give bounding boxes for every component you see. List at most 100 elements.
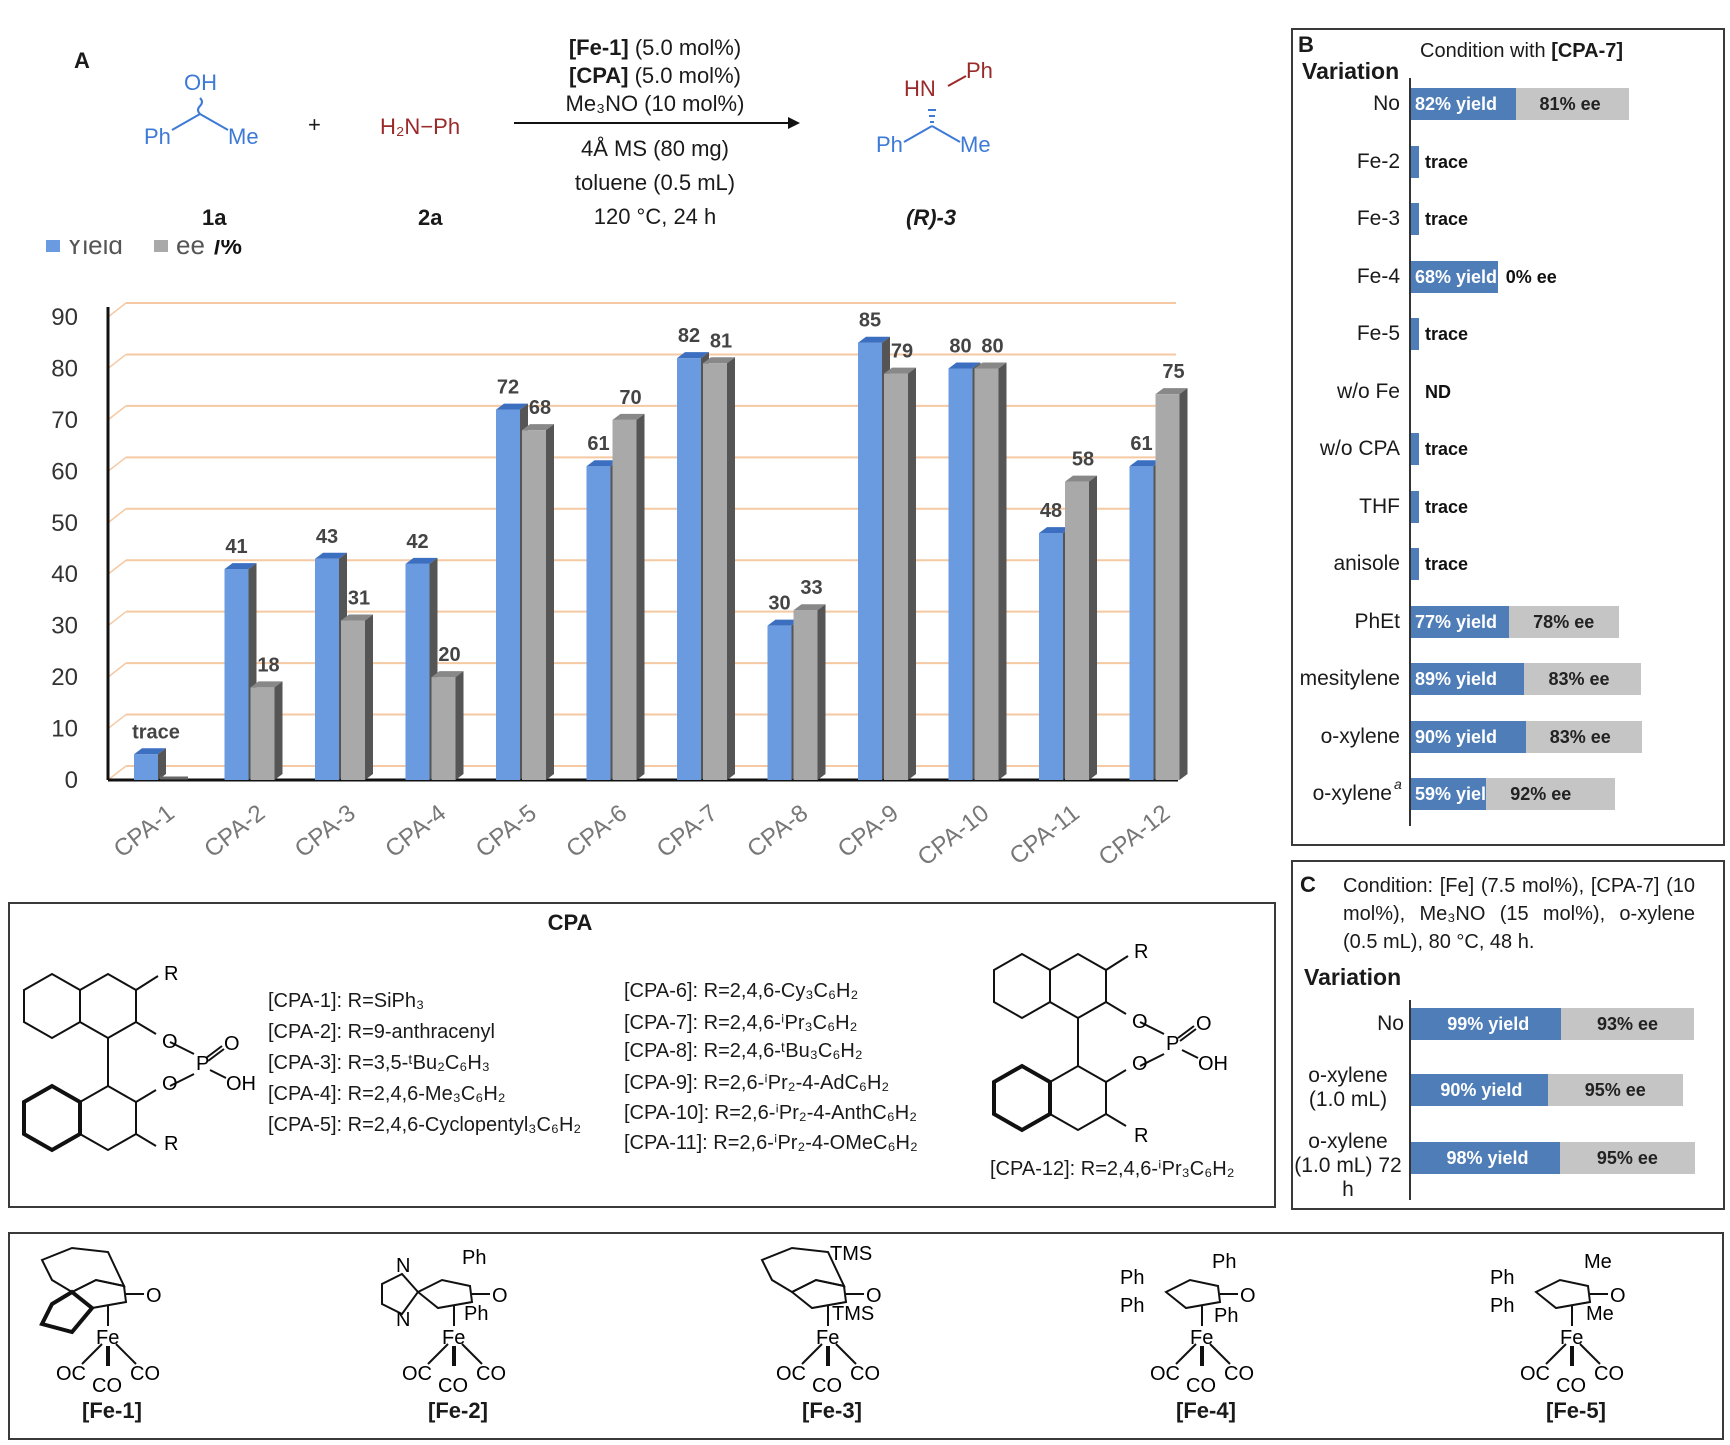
- fe-catalyst-5-structure: O Fe OC CO CO Ph Ph Me Me: [1490, 1251, 1626, 1397]
- fe-substituent: Ph: [1214, 1305, 1238, 1327]
- ee-bar-top: [431, 671, 464, 678]
- cond-temp: 120 °C, 24 h: [593, 204, 717, 229]
- panel-c-variation-header: Variation: [1304, 964, 1402, 990]
- ee-data-label: 80: [981, 335, 1003, 357]
- h8-r-bottom: R: [1134, 1125, 1148, 1147]
- cpa-panel: [8, 902, 1276, 1208]
- fe-co-center: CO: [1556, 1375, 1586, 1397]
- panel-c-yield-bar: 90% yield: [1411, 1074, 1548, 1106]
- product-hn: HN: [904, 76, 936, 101]
- panel-b-letter: B: [1298, 32, 1314, 57]
- panel-c-ee-bar: 95% ee: [1559, 1142, 1695, 1174]
- panel-b-row-label: o-xylene: [1320, 724, 1400, 748]
- grid-diag: [107, 765, 127, 781]
- yield-data-label: 30: [768, 593, 790, 615]
- y-tick-label: 70: [51, 407, 78, 434]
- fe-catalyst-label: [Fe-2]: [428, 1398, 488, 1423]
- fe-atom: Fe: [1560, 1327, 1583, 1349]
- binol-r-top: R: [164, 963, 178, 985]
- reactant-2a-label: 2a: [418, 205, 443, 230]
- ee-data-label: 79: [891, 341, 913, 363]
- yield-data-label: 42: [406, 531, 428, 553]
- cpa-bar-chart: 0 10 20 30 40 50 60 70 80 90 Yield ee /% trace CPA-1 41…: [46, 240, 1188, 871]
- binol-o-top: O: [162, 1031, 178, 1053]
- ee-bar: [884, 373, 908, 780]
- ee-data-label: 75: [1162, 361, 1184, 383]
- yield-bar: [948, 368, 973, 780]
- fe-substituent: TMS: [830, 1243, 872, 1265]
- panel-b-ee-bar: 83% ee: [1524, 663, 1641, 695]
- y-tick-label: 50: [51, 510, 78, 537]
- fe-carbonyl-o: O: [492, 1285, 508, 1307]
- fe-co-right: CO: [850, 1363, 880, 1385]
- grid-diag: [107, 713, 127, 730]
- panel-b-row-label: w/o CPA: [1319, 437, 1400, 460]
- reaction-conditions-bottom: 4Å MS (80 mg) toluene (0.5 mL) 120 °C, 2…: [510, 132, 800, 234]
- grid-diag: [107, 559, 127, 575]
- fe-catalyst-2-structure: O Fe OC CO CO N N Ph Ph: [381, 1247, 508, 1397]
- plus-sign: +: [308, 112, 321, 137]
- cond-cpa-amount: (5.0 mol%): [628, 63, 741, 88]
- panel-b-trace-text: trace: [1425, 151, 1469, 172]
- yield-data-label: 41: [225, 536, 247, 558]
- yield-bar-top: [224, 563, 257, 570]
- ee-bar-top: [703, 357, 735, 364]
- cpa-12-label: [CPA-12]: R=2,4,6-ⁱPr₃C₆H₂: [990, 1158, 1235, 1180]
- condition-header-text: Condition with: [1420, 40, 1552, 62]
- fe-co-left: OC: [56, 1363, 86, 1385]
- ee-bar: [1155, 394, 1180, 780]
- fe-substituent: Ph: [1120, 1295, 1144, 1317]
- x-category-label: CPA-7: [652, 799, 723, 863]
- fe-co-center: CO: [812, 1375, 842, 1397]
- panel-b-trace-bar: [1411, 203, 1419, 235]
- panel-b-trace-text: trace: [1425, 439, 1469, 459]
- ee-bar-top: [793, 604, 826, 611]
- y-tick-label: 40: [51, 561, 78, 588]
- panel-b-row-label: THF: [1359, 494, 1400, 518]
- ee-bar: [522, 430, 546, 780]
- yield-bar-top: [1129, 460, 1162, 467]
- fe-substituent: Ph: [1212, 1251, 1236, 1273]
- cond-fe1-amount: (5.0 mol%): [628, 35, 742, 60]
- x-category-label: CPA-12: [1094, 799, 1175, 871]
- yield-data-label: 61: [587, 433, 609, 455]
- panel-b-row-label: anisole: [1333, 552, 1400, 575]
- fe-carbonyl-o: O: [146, 1285, 162, 1307]
- fe-catalyst-label: [Fe-5]: [1546, 1398, 1606, 1423]
- binol-p: P: [196, 1053, 209, 1075]
- yield-bar: [496, 409, 520, 780]
- ee-bar: [612, 419, 637, 780]
- ee-bar-side: [908, 367, 916, 780]
- ee-bar-side: [274, 681, 283, 780]
- grid-diag: [107, 353, 127, 370]
- grid-diag: [107, 405, 127, 421]
- legend-yield-label: Yield: [66, 240, 123, 260]
- panel-b-axis: [1409, 78, 1411, 826]
- panel-b-row-label: mesitylene: [1299, 667, 1400, 690]
- x-category-label: CPA-6: [561, 799, 632, 863]
- panel-b-trace-text: trace: [1425, 324, 1469, 344]
- fe-carbonyl-o: O: [866, 1285, 882, 1307]
- cpa-list-item: [CPA-8]: R=2,4,6-ᵗBu₃C₆H₂: [624, 1040, 863, 1062]
- fe-atom: Fe: [442, 1327, 465, 1349]
- yield-bar-top: [858, 336, 890, 343]
- fe-substituent: Me: [1584, 1251, 1612, 1273]
- product-label: (R)-3: [906, 205, 957, 230]
- panel-c-yield-bar: 99% yield: [1411, 1008, 1562, 1040]
- panel-b-row-label: No: [1373, 92, 1400, 115]
- panel-b-trace-bar: [1411, 433, 1419, 465]
- fe-co-left: OC: [402, 1363, 432, 1385]
- ee-bar: [250, 687, 275, 780]
- panel-b-yield-bar: 59% yield: [1411, 778, 1497, 810]
- yield-bar-top: [496, 403, 528, 410]
- x-category-label: CPA-4: [380, 799, 451, 863]
- panel-b-row-label: Fe-4: [1356, 264, 1400, 288]
- reactant-1a-label: 1a: [202, 205, 227, 230]
- h8-oh: OH: [1198, 1053, 1228, 1075]
- cpa-list-item: [CPA-2]: R=9-anthracenyl: [268, 1021, 495, 1043]
- panel-b-ee-bar: 92% ee: [1486, 778, 1616, 810]
- panel-b-trace-text: trace: [1425, 496, 1469, 517]
- reactant-2a-formula: H₂N−Ph: [380, 114, 461, 139]
- y-tick-label: 30: [51, 613, 78, 640]
- yield-bar-top: [134, 748, 166, 755]
